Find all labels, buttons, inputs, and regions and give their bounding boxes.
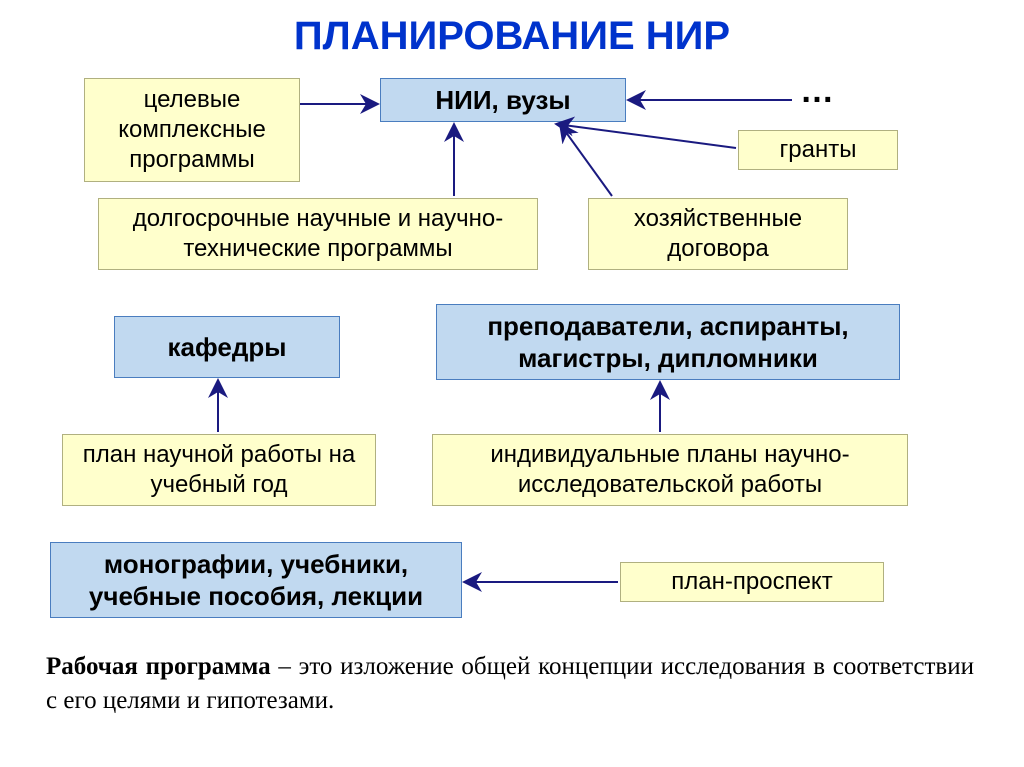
- box-prospectus: план-проспект: [620, 562, 884, 602]
- box-grants: гранты: [738, 130, 898, 170]
- box-indplans: индивидуальные планы научно-исследовател…: [432, 434, 908, 506]
- caption: Рабочая программа – это изложение общей …: [46, 650, 974, 718]
- diagram-title: ПЛАНИРОВАНИЕ НИР: [0, 14, 1024, 59]
- box-contracts: хозяйственные договора: [588, 198, 848, 270]
- box-departments-label: кафедры: [168, 331, 287, 364]
- box-monographs-label: монографии, учебники, учебные пособия, л…: [59, 548, 453, 613]
- box-workplan: план научной работы на учебный год: [62, 434, 376, 506]
- box-teachers-label: преподаватели, аспиранты, магистры, дипл…: [445, 310, 891, 375]
- ellipsis: …: [800, 72, 834, 111]
- box-indplans-label: индивидуальные планы научно-исследовател…: [441, 440, 899, 500]
- box-contracts-label: хозяйственные договора: [597, 204, 839, 264]
- box-longterm: долгосрочные научные и научно-технически…: [98, 198, 538, 270]
- box-longterm-label: долгосрочные научные и научно-технически…: [107, 204, 529, 264]
- box-nii: НИИ, вузы: [380, 78, 626, 122]
- box-workplan-label: план научной работы на учебный год: [71, 440, 367, 500]
- box-grants-label: гранты: [780, 135, 857, 165]
- box-teachers: преподаватели, аспиранты, магистры, дипл…: [436, 304, 900, 380]
- box-departments: кафедры: [114, 316, 340, 378]
- caption-bold: Рабочая программа: [46, 653, 271, 680]
- box-target-programs-label: целевые комплексные программы: [93, 85, 291, 175]
- box-prospectus-label: план-проспект: [671, 567, 832, 597]
- box-nii-label: НИИ, вузы: [435, 84, 570, 117]
- box-target-programs: целевые комплексные программы: [84, 78, 300, 182]
- box-monographs: монографии, учебники, учебные пособия, л…: [50, 542, 462, 618]
